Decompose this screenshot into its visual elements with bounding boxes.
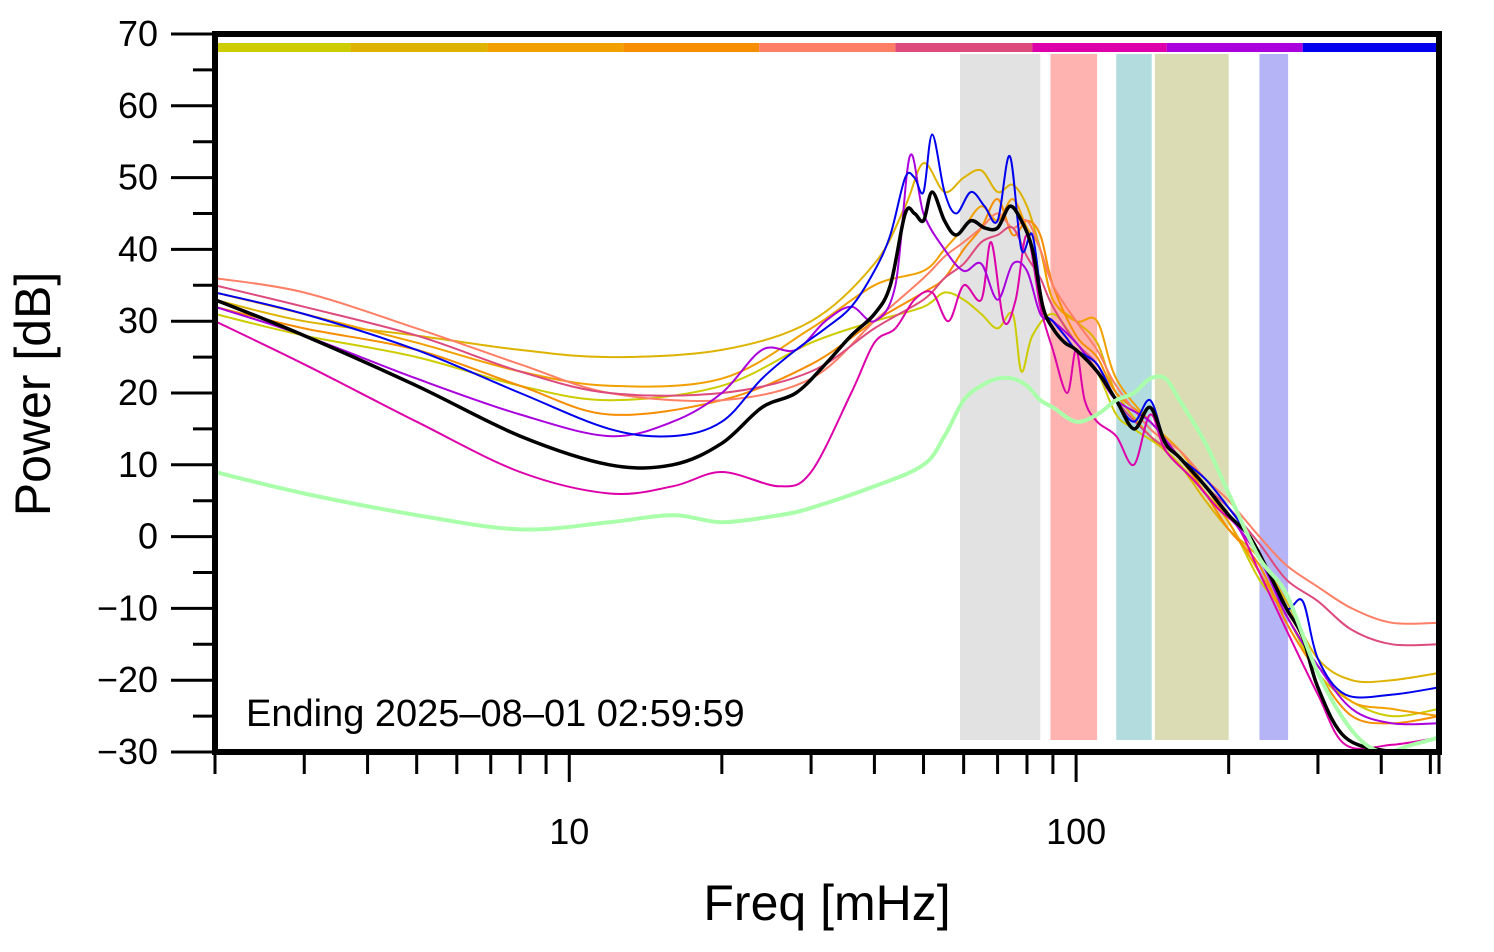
- frequency-band-2: [1050, 54, 1098, 740]
- y-tick-label: 40: [118, 228, 158, 269]
- y-tick-label: 0: [138, 516, 158, 557]
- spectrum-line-7: [215, 233, 1439, 750]
- x-axis-ticks: 10 100: [213, 752, 1441, 852]
- y-tick-label: 60: [118, 85, 158, 126]
- frequency-bands: [959, 54, 1289, 740]
- x-axis-label: Freq [mHz]: [703, 875, 950, 931]
- plot-frame: [212, 31, 1442, 755]
- spectrum-line-8: [215, 153, 1439, 726]
- y-tick-label: −10: [97, 587, 158, 628]
- y-axis-label: Power [dB]: [5, 272, 61, 517]
- spectrum-line-2: [215, 162, 1439, 684]
- color-bar-segment-5: [759, 43, 896, 52]
- color-bar-segment-3: [487, 43, 624, 52]
- timestamp-annotation: Ending 2025–08–01 02:59:59: [246, 693, 745, 735]
- spectrum-line-11: [215, 374, 1439, 752]
- y-tick-label: −30: [97, 731, 158, 772]
- spectrum-line-4: [215, 198, 1439, 725]
- x-tick-label: 100: [1046, 811, 1106, 852]
- y-tick-label: 10: [118, 444, 158, 485]
- frequency-band-4: [1154, 54, 1229, 740]
- y-tick-label: −20: [97, 659, 158, 700]
- y-tick-label: 30: [118, 300, 158, 341]
- color-bar-segment-2: [350, 43, 488, 52]
- color-bar-segment-1: [215, 43, 351, 52]
- color-bar-segment-4: [623, 43, 760, 52]
- y-tick-label: 70: [118, 13, 158, 54]
- color-bar-segment-6: [895, 43, 1033, 52]
- y-tick-label: 50: [118, 157, 158, 198]
- y-axis-ticks: 70 60 50 40 30 20 10 0 −10 −20 −30: [97, 13, 215, 772]
- spectrum-line-9: [215, 133, 1439, 699]
- spectrum-line-10: [215, 190, 1401, 752]
- frequency-band-1: [959, 54, 1041, 740]
- y-tick-label: 20: [118, 372, 158, 413]
- spectrum-line-3: [215, 198, 1439, 718]
- top-color-bar: [215, 43, 1439, 52]
- spectrum-lines: [215, 133, 1439, 752]
- spectrum-line-1: [215, 291, 1439, 718]
- color-bar-segment-8: [1166, 43, 1303, 52]
- frequency-band-5: [1259, 54, 1289, 740]
- color-bar-segment-7: [1032, 43, 1167, 52]
- spectrum-line-6: [215, 226, 1439, 647]
- color-bar-segment-9: [1302, 43, 1439, 52]
- x-tick-label: 10: [549, 811, 589, 852]
